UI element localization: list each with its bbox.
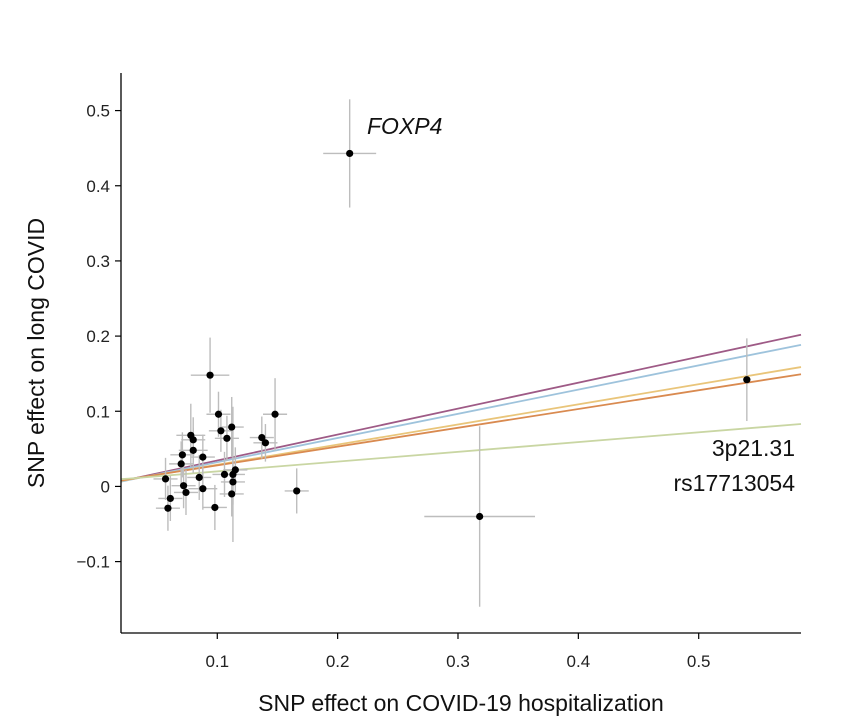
data-point-0: [346, 149, 354, 158]
y-tick-label-4: 0.3: [86, 252, 110, 271]
data-point-4: [214, 410, 223, 418]
y-tick-label-1: 0: [101, 477, 110, 496]
y-tick-label-3: 0.2: [86, 327, 110, 346]
data-point-19: [195, 473, 203, 482]
data-point-7: [217, 427, 225, 435]
x-tick-label-0: 0.1: [205, 652, 229, 671]
data-point-15: [199, 453, 207, 461]
data-point-23: [199, 485, 207, 493]
fit-line-fit-purple: [120, 333, 802, 483]
data-point-9: [189, 436, 197, 444]
data-point-24: [182, 488, 190, 497]
annotation-locus: 3p21.31: [712, 435, 795, 461]
data-points: [161, 149, 751, 521]
y-tick-label-0: −0.1: [76, 553, 110, 572]
data-point-26: [228, 490, 236, 498]
fit-lines: [120, 333, 802, 483]
axes: −0.1 0 0.1 0.2 0.3 0.4 0.5 0.1 0.2 0.3 0.4 0.5: [76, 73, 801, 671]
x-axis-title: SNP effect on COVID-19 hospitalization: [258, 690, 664, 716]
error-bars: [153, 99, 751, 607]
data-point-20: [161, 475, 170, 483]
annotation-foxp4: FOXP4: [367, 113, 442, 139]
data-point-2: [476, 512, 484, 521]
data-point-3: [206, 371, 214, 379]
y-tick-label-5: 0.4: [86, 177, 110, 196]
data-point-25: [293, 487, 301, 495]
data-point-12: [261, 439, 270, 447]
data-point-6: [228, 423, 236, 431]
data-point-14: [178, 451, 186, 459]
data-point-22: [179, 482, 188, 490]
data-point-10: [223, 434, 231, 442]
x-tick-label-1: 0.2: [326, 652, 350, 671]
data-point-18: [220, 470, 229, 478]
y-axis-title: SNP effect on long COVID: [23, 218, 49, 488]
x-tick-label-3: 0.4: [567, 652, 591, 671]
data-point-11: [258, 433, 266, 442]
data-point-28: [211, 503, 219, 512]
y-tick-label-2: 0.1: [86, 402, 110, 421]
data-point-30: [229, 470, 237, 478]
x-tick-label-4: 0.5: [687, 652, 711, 671]
data-point-27: [166, 494, 174, 503]
x-tick-label-2: 0.3: [446, 652, 470, 671]
data-point-29: [164, 504, 172, 512]
data-point-1: [743, 376, 751, 384]
data-point-5: [271, 410, 279, 418]
data-point-21: [229, 478, 237, 486]
data-point-13: [189, 446, 197, 454]
y-tick-label-6: 0.5: [86, 102, 110, 121]
annotation-rsid: rs17713054: [674, 470, 796, 496]
fit-line-fit-orange: [120, 373, 802, 482]
data-point-16: [177, 460, 185, 468]
fit-line-fit-blue: [120, 343, 802, 483]
